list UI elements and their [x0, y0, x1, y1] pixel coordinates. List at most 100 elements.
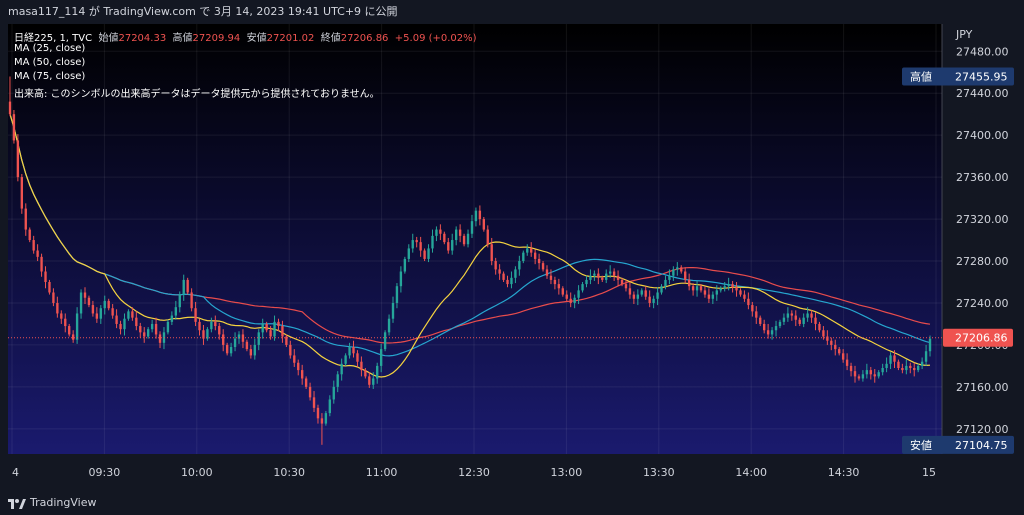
candle-body: [640, 290, 643, 295]
candle-body: [210, 321, 213, 330]
candle-body: [119, 323, 122, 330]
candle-body: [225, 344, 229, 354]
candle-body: [893, 355, 896, 362]
candle-body: [20, 177, 24, 209]
candle-body: [620, 279, 624, 285]
high-price-value: 27455.95: [955, 70, 1008, 83]
candle-body: [348, 347, 351, 356]
candle-body: [150, 323, 154, 330]
legend-ma50[interactable]: MA (50, close): [14, 57, 85, 68]
candle-body: [56, 302, 59, 314]
currency-label: JPY: [955, 28, 973, 41]
candle-body: [419, 242, 422, 251]
candle-body: [486, 229, 489, 245]
candle-body: [336, 374, 339, 387]
candle-body: [458, 229, 462, 236]
last-price-tag: [943, 328, 1013, 347]
candle-body: [316, 407, 320, 419]
price-tick-label: 27400.00: [956, 129, 1009, 142]
legend-high-label: 高値: [172, 33, 193, 44]
price-tick-label: 27480.00: [956, 45, 1009, 58]
candle-body: [830, 340, 833, 345]
candle-body: [411, 240, 414, 249]
candle-body: [372, 378, 375, 385]
candle-body: [814, 317, 817, 324]
candle-body: [822, 330, 825, 337]
candle-body: [79, 292, 83, 314]
volume-note-text: 出来高: このシンボルの出来高データはデータ提供元から提供されておりません。: [14, 89, 380, 100]
legend-close-value: 27206.86: [340, 33, 389, 44]
candle-body: [451, 240, 454, 251]
candle-body: [482, 219, 486, 230]
chart-background: [8, 24, 942, 454]
candle-body: [447, 242, 450, 251]
candle-body: [762, 323, 766, 331]
candle-body: [222, 334, 225, 345]
candle-body: [608, 271, 612, 274]
candle-body: [470, 221, 474, 234]
candle-body: [261, 323, 264, 333]
candle-body: [605, 273, 608, 280]
candle-body: [541, 263, 545, 270]
candle-body: [52, 292, 55, 303]
candle-body: [719, 288, 722, 291]
candle-body: [277, 321, 280, 327]
candle-body: [786, 313, 790, 318]
candle-body: [743, 294, 746, 299]
candle-body: [454, 229, 458, 241]
candle-body: [249, 349, 253, 356]
legend-ma25-label: MA (25, close): [14, 43, 86, 54]
candle-body: [190, 292, 193, 309]
candle-body: [664, 279, 667, 287]
legend-symbol: 日経225, 1, TVC: [14, 33, 93, 44]
candle-body: [498, 269, 501, 274]
candle-body: [154, 323, 158, 335]
candle-body: [206, 329, 209, 339]
candle-body: [103, 300, 106, 309]
candle-body: [853, 371, 857, 377]
candle-body: [632, 294, 636, 299]
candle-body: [64, 318, 67, 327]
candle-body: [533, 252, 537, 259]
candle-body: [798, 319, 801, 324]
last-price-value: 27206.86: [955, 332, 1008, 345]
candle-body: [612, 271, 616, 276]
candle-body: [304, 378, 308, 387]
candle-body: [553, 279, 557, 285]
candle-body: [747, 298, 750, 306]
price-tags: 27206.86 高値 27455.95 安値 27104.75: [8, 67, 1014, 454]
candle-body: [143, 332, 146, 337]
price-tick-label: 27240.00: [956, 297, 1009, 310]
candle-body: [624, 284, 628, 289]
tradingview-logo[interactable]: TradingView: [8, 496, 96, 509]
candle-body: [123, 318, 126, 330]
time-tick-label: 14:30: [828, 466, 860, 479]
candle-body: [443, 233, 446, 243]
candle-body: [75, 313, 79, 340]
candle-body: [379, 349, 383, 366]
publisher-text: masa117_114 が TradingView.com で 3月 14, 2…: [8, 5, 398, 18]
candle-body: [838, 349, 841, 354]
candle-body: [561, 288, 564, 295]
candle-body: [127, 311, 130, 319]
candle-body: [297, 362, 300, 371]
candle-body: [802, 317, 805, 324]
legend-open-value: 27204.33: [118, 33, 167, 44]
candle-body: [557, 284, 561, 289]
candle-body: [474, 210, 478, 222]
price-chart[interactable]: 27120.0027160.0027200.0027240.0027280.00…: [0, 24, 1024, 488]
candle-body: [873, 374, 876, 377]
time-axis-background: [0, 454, 942, 488]
legend-ma25[interactable]: MA (25, close): [14, 43, 85, 54]
candle-body: [502, 273, 505, 280]
legend-low-label: 安値: [246, 33, 267, 44]
legend-ma75[interactable]: MA (75, close): [14, 71, 85, 82]
candle-body: [897, 361, 900, 368]
candle-body: [186, 279, 189, 293]
candle-body: [913, 368, 916, 371]
candle-body: [360, 361, 363, 371]
candle-body: [537, 258, 541, 264]
time-axis[interactable]: 4 09:30 10:00 10:30 11:00 12:30 13:00 13:30 14:0…: [12, 466, 936, 479]
legend-low-value: 27201.02: [266, 33, 315, 44]
time-tick-label: 12:30: [458, 466, 490, 479]
